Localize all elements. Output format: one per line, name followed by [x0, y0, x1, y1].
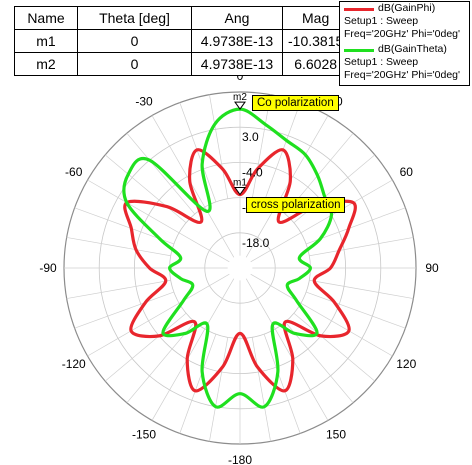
marker-table-cell: 6.6028: [281, 52, 350, 76]
grid-spoke: [66, 279, 171, 299]
grid-spoke: [245, 115, 329, 258]
marker-table-cell: 0: [77, 52, 192, 76]
polar-grid: [63, 91, 417, 445]
angle-label: 90: [425, 261, 439, 275]
grid-spoke: [250, 273, 393, 357]
marker-label: m1: [233, 177, 247, 188]
marker-table-header: Name Theta [deg] Ang Mag: [14, 6, 350, 30]
legend-swatch: [344, 49, 374, 52]
marker-table-cell: -10.3815: [281, 29, 350, 53]
marker-table-row: m2 0 4.9738E-13 6.6028: [14, 52, 350, 76]
marker-table-header-cell: Theta [deg]: [77, 6, 192, 30]
grid-spoke: [250, 179, 393, 263]
marker-table-row: m1 0 4.9738E-13 -10.3815: [14, 29, 350, 53]
marker-table-cell: 4.9738E-13: [191, 29, 283, 53]
marker-table-header-cell: Mag: [281, 6, 350, 30]
marker-triangle: [234, 186, 246, 196]
polar-curves: [122, 107, 357, 409]
angle-label: -150: [132, 427, 156, 441]
grid-spoke: [251, 94, 271, 199]
legend-params: Freq='20GHz' Phi='0deg': [344, 69, 461, 81]
marker-table-header-cell: Ang: [191, 6, 283, 30]
angle-label: -120: [62, 357, 86, 371]
legend: dB(GainPhi) Setup1 : Sweep Freq='20GHz' …: [339, 1, 470, 86]
grid-spoke: [126, 132, 196, 215]
grid-spoke: [87, 273, 230, 357]
grid-spoke: [209, 337, 229, 442]
grid-spoke: [104, 312, 187, 382]
marker-label: m2: [233, 92, 247, 103]
grid-spoke: [87, 179, 230, 263]
grid-spoke: [251, 337, 271, 442]
legend-entry: dB(GainPhi) Setup1 : Sweep Freq='20GHz' …: [340, 2, 469, 41]
angle-label: 150: [326, 427, 346, 441]
grid-spoke: [151, 115, 235, 258]
grid-spoke: [263, 102, 301, 202]
legend-setup: Setup1 : Sweep: [344, 15, 419, 27]
grid-spoke: [306, 291, 406, 329]
radial-tick-label: -4.0: [242, 165, 263, 179]
grid-spoke: [293, 312, 376, 382]
angle-label: 120: [396, 357, 416, 371]
angle-label: -90: [39, 261, 57, 275]
marker-table-cell: m1: [14, 29, 78, 53]
grid-spoke: [309, 279, 414, 299]
marker-table-cell: 4.9738E-13: [191, 52, 283, 76]
legend-swatch: [344, 8, 374, 11]
marker-triangle: [234, 101, 246, 110]
radial-tick-label: -18.0: [242, 236, 270, 250]
legend-series-name: dB(GainPhi): [378, 2, 436, 14]
angle-label: 0: [237, 69, 244, 83]
radial-tick-label: 3.0: [242, 130, 259, 144]
marker-table-cell: 0: [77, 29, 192, 53]
marker-table: Name Theta [deg] Ang Mag m1 0 4.9738E-13…: [14, 6, 350, 76]
angle-label: -30: [135, 95, 153, 109]
cross-polarization-callout: cross polarization: [246, 197, 346, 213]
marker-table-cell: m2: [14, 52, 78, 76]
angle-label: -60: [65, 165, 83, 179]
grid-spoke: [245, 278, 329, 421]
co-polarization-callout: Co polarization: [252, 95, 339, 111]
legend-series-name: dB(GainTheta): [378, 43, 447, 55]
grid-spoke: [179, 102, 217, 202]
marker-table-header-cell: Name: [14, 6, 78, 30]
grid-spoke: [66, 237, 171, 257]
polar-markers: m1 m2: [233, 92, 247, 196]
legend-entry: dB(GainTheta) Setup1 : Sweep Freq='20GHz…: [340, 43, 469, 82]
grid-spoke: [209, 94, 229, 199]
series-line-dbgaintheta: [122, 107, 334, 409]
legend-params: Freq='20GHz' Phi='0deg': [344, 28, 461, 40]
grid-spoke: [104, 154, 187, 224]
angle-label: -180: [228, 453, 252, 465]
grid-spoke: [179, 334, 217, 434]
grid-spoke: [74, 291, 174, 329]
angle-label: 60: [400, 165, 414, 179]
grid-spoke: [151, 278, 235, 421]
legend-setup: Setup1 : Sweep: [344, 56, 419, 68]
grid-spoke: [263, 334, 301, 434]
grid-spoke: [309, 237, 414, 257]
